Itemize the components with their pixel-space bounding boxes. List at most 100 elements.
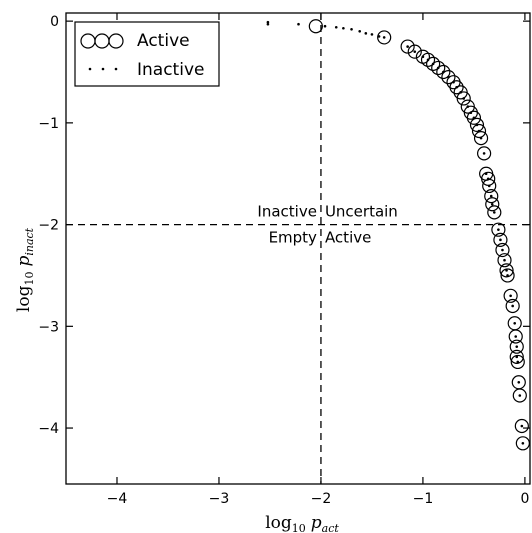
active-point [509,349,524,364]
inactive-point [490,202,494,206]
region-label-top-right: Uncertain [325,203,398,221]
active-point [510,354,525,370]
active-point [500,268,515,283]
inactive-point [513,321,517,325]
active-point [477,146,492,161]
active-point [499,263,514,278]
active-point [514,418,529,434]
inactive-point [342,26,345,30]
inactive-point [484,172,488,176]
region-label-bottom-left: Empty [269,229,317,247]
active-point [449,80,464,95]
active-point [484,189,499,204]
legend-label-inactive: Inactive [137,60,204,80]
inactive-point [493,211,496,214]
active-point [471,123,487,139]
active-point [485,197,500,212]
inactive-point [497,228,500,231]
legend: Active Inactive [74,21,220,87]
x-axis-title: log10 pact [265,513,339,533]
inactive-point [462,97,466,100]
inactive-point [426,58,430,62]
inactive-point [505,269,508,272]
legend-label-active: Active [137,31,190,51]
y-tick-label: −4 [38,421,59,437]
active-point [466,110,482,125]
axis-ticks: −4 −3 −2 −1 0 0 −1 −2 −3 −4 [38,13,530,507]
x-tick-label: 0 [520,491,529,507]
y-axis-title: log10pinact [14,227,36,312]
active-point [469,117,485,133]
inactive-point [487,184,491,188]
inactive-point [406,45,409,48]
active-point [491,222,506,237]
inactive-point [515,345,519,348]
active-point [431,60,446,76]
inactive-point [472,116,476,120]
active-point [407,44,422,59]
x-tick-label: −4 [107,491,128,507]
inactive-point [447,75,450,79]
inactive-point [323,24,327,28]
inactive-point [482,152,486,155]
inactive-point [511,304,514,308]
inactive-point [466,105,470,108]
inactive-point [364,32,368,35]
active-point [308,19,323,34]
active-point [456,91,471,106]
x-tick-label: −2 [311,491,332,507]
legend-box [74,21,220,87]
inactive-point [520,424,524,428]
active-point [505,298,520,314]
inactive-point [266,22,270,26]
inactive-point [377,35,381,38]
inactive-point [479,136,483,140]
inactive-point [509,294,512,298]
y-tick-label: −3 [38,319,59,335]
inactive-point [516,360,520,364]
inactive-point [517,380,521,384]
inactive-point [489,194,493,198]
x-tick-label: −1 [413,491,434,507]
region-label-bottom-right: Active [325,229,371,247]
active-point [509,339,524,354]
inactive-point [514,335,518,338]
inactive-point [421,55,425,59]
inactive-point [469,111,473,114]
inactive-point [459,91,462,94]
active-point [473,131,489,146]
inactive-point [370,33,374,36]
inactive-point [452,80,455,84]
inactive-point [334,25,338,29]
inactive-point [266,20,270,24]
active-point [493,232,508,247]
inactive-point [521,442,525,445]
inactive-point [499,238,502,242]
inactive-point [503,258,506,262]
active-point [487,205,502,220]
inactive-point [455,85,458,89]
y-tick-label: 0 [50,14,59,30]
inactive-point [506,274,509,277]
inactive-point [501,248,504,252]
legend-inactive-marker [101,67,105,71]
y-tick-label: −1 [38,116,59,132]
inactive-point [382,36,386,39]
active-point [377,30,392,45]
active-point [503,288,518,303]
reference-lines [66,13,530,484]
inactive-point [297,22,300,26]
active-point [512,388,527,403]
legend-inactive-marker [88,67,92,71]
x-tick-label: −3 [209,491,230,507]
active-point [508,329,523,344]
active-point [495,242,510,258]
inactive-point [477,129,481,133]
y-tick-label: −2 [38,218,59,234]
active-point [400,39,415,54]
inactive-point [358,30,361,33]
active-point [436,64,451,80]
inactive-point [475,123,479,127]
inactive-point [431,62,435,66]
